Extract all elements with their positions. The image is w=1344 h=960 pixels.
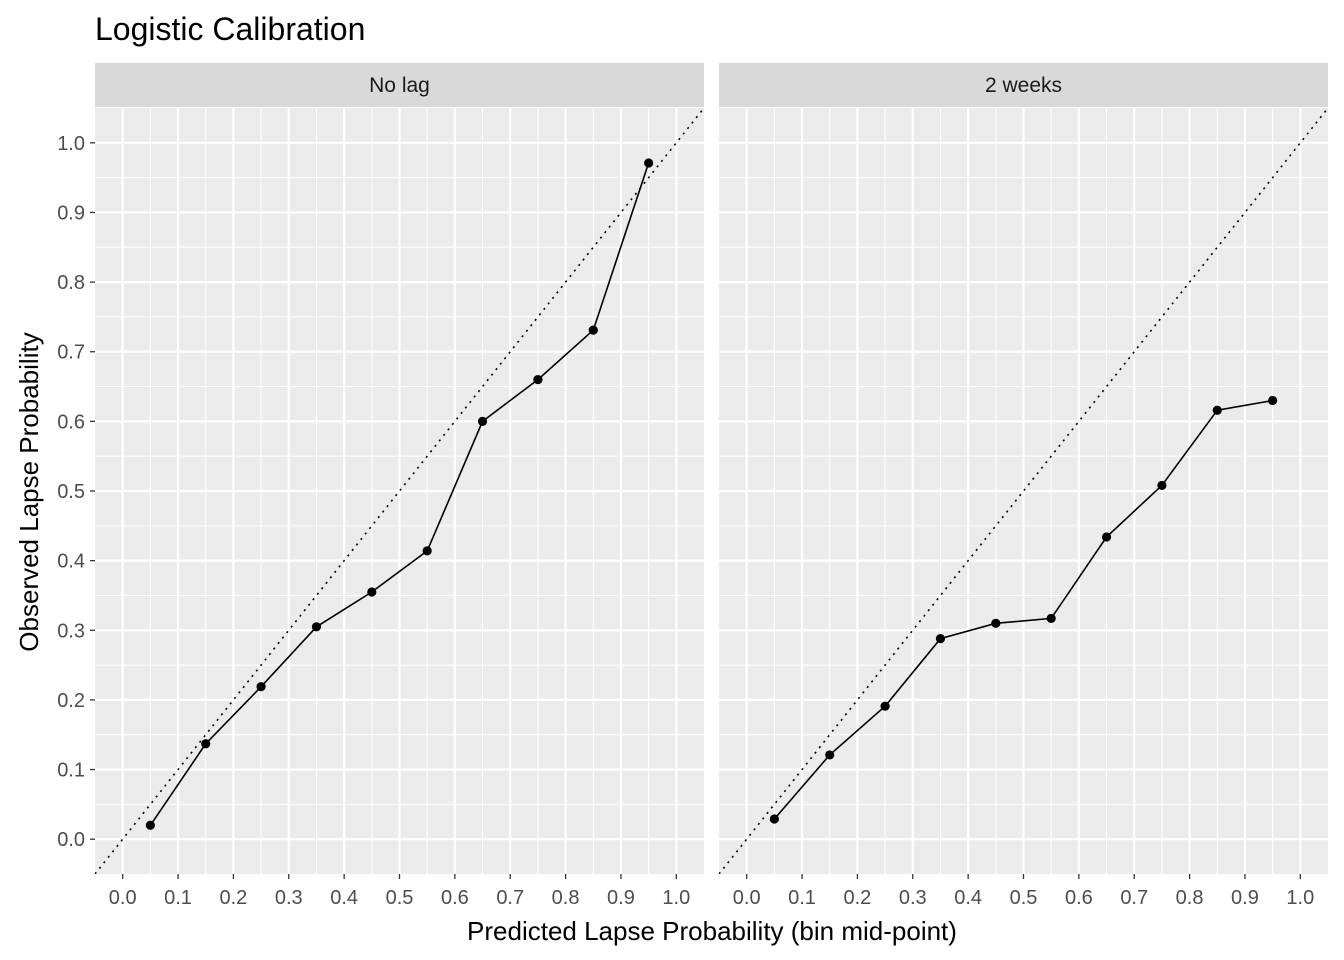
facet-strip-label: No lag xyxy=(369,74,430,97)
x-tick-label: 0.2 xyxy=(220,887,248,909)
y-tick-label: 0.9 xyxy=(57,202,85,224)
data-point xyxy=(935,634,946,644)
y-tick-label: 0.0 xyxy=(57,829,85,851)
x-tick-label: 0.6 xyxy=(1065,887,1093,909)
x-axis-title: Predicted Lapse Probability (bin mid-poi… xyxy=(467,916,957,946)
data-point xyxy=(145,820,155,830)
x-tick-label: 0.9 xyxy=(1231,887,1259,909)
data-point xyxy=(477,416,488,426)
x-tick-label: 0.3 xyxy=(899,887,927,909)
facet-strip-label: 2 weeks xyxy=(985,74,1062,97)
data-point xyxy=(422,546,432,556)
x-tick-label: 0.7 xyxy=(1120,887,1148,909)
data-point xyxy=(825,750,835,760)
y-tick-label: 1.0 xyxy=(57,133,85,155)
y-tick-label: 0.4 xyxy=(57,551,85,573)
series-line xyxy=(149,162,650,826)
data-point xyxy=(644,158,654,168)
data-point xyxy=(1212,405,1222,415)
x-tick-label: 0.0 xyxy=(109,887,137,909)
x-tick-label: 0.2 xyxy=(844,887,872,909)
y-axis-ticks: 0.0 0.1 0.2 0.3 0.4 0.5 0.6 0.7 0.8 0.9 1.0 xyxy=(57,133,95,851)
x-tick-label: 0.5 xyxy=(1010,887,1038,909)
x-tick-label: 1.0 xyxy=(662,887,690,909)
x-tick-label: 0.0 xyxy=(733,887,761,909)
data-point xyxy=(367,587,377,597)
y-tick-label: 0.5 xyxy=(57,481,85,503)
panel-2: 2 weeks 0.0 0.1 0.2 0.3 0.4 0.5 0.6 0.7 0.8 0.9 1.0 xyxy=(719,63,1328,909)
data-point xyxy=(1157,480,1167,491)
y-tick-label: 0.1 xyxy=(57,760,85,782)
y-tick-label: 0.3 xyxy=(57,620,85,642)
y-tick-label: 0.2 xyxy=(57,690,85,712)
y-axis-title: Observed Lapse Probability xyxy=(14,332,44,651)
y-tick-label: 0.8 xyxy=(57,272,85,294)
data-point xyxy=(880,701,890,711)
x-tick-label: 0.9 xyxy=(607,887,635,909)
x-tick-label: 0.8 xyxy=(552,887,580,909)
x-tick-label: 0.3 xyxy=(275,887,303,909)
x-tick-label: 0.6 xyxy=(441,887,469,909)
data-point xyxy=(1101,532,1112,542)
facet-strip xyxy=(719,63,1328,107)
data-point xyxy=(1046,613,1056,624)
chart-title: Logistic Calibration xyxy=(95,11,365,47)
data-point xyxy=(533,374,543,385)
y-tick-label: 0.7 xyxy=(57,342,85,364)
x-tick-label: 0.1 xyxy=(164,887,192,909)
y-tick-label: 0.6 xyxy=(57,411,85,433)
panel-1: No lag 0.0 0.1 0.2 0.3 0.4 0.5 0.6 0.7 0.8 0.9 1.0 xyxy=(95,63,704,909)
x-tick-label: 0.1 xyxy=(788,887,816,909)
data-point xyxy=(991,618,1001,628)
data-point xyxy=(1268,395,1278,406)
data-point xyxy=(769,814,779,824)
data-point xyxy=(201,739,211,749)
series-line xyxy=(773,399,1273,820)
x-tick-label: 0.5 xyxy=(386,887,414,909)
x-tick-label: 0.4 xyxy=(954,887,982,909)
data-point xyxy=(311,622,322,632)
x-tick-label: 0.7 xyxy=(496,887,524,909)
x-tick-label: 0.8 xyxy=(1176,887,1204,909)
facet-strip xyxy=(95,63,704,107)
data-point xyxy=(588,325,598,335)
x-tick-label: 1.0 xyxy=(1286,887,1314,909)
data-point xyxy=(256,682,266,692)
x-tick-label: 0.4 xyxy=(330,887,358,909)
